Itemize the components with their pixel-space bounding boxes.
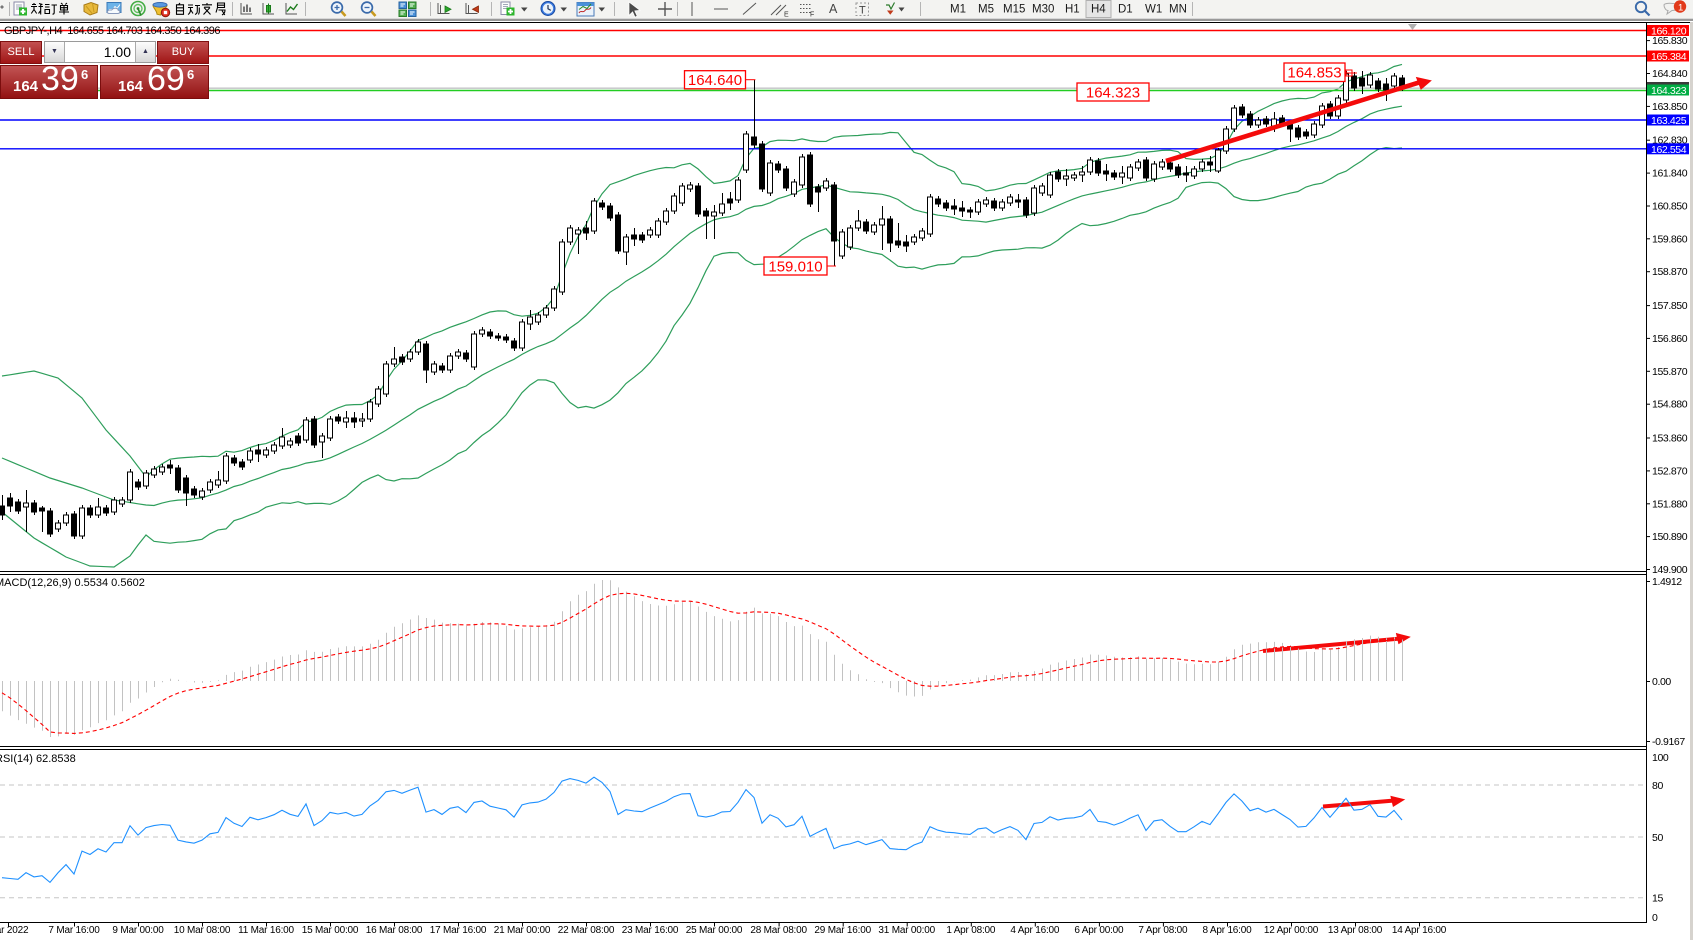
svg-text:15: 15 — [1652, 893, 1663, 905]
svg-text:H4: H4 — [1091, 4, 1106, 16]
svg-text:164.640: 164.640 — [688, 72, 742, 89]
svg-text:155.870: 155.870 — [1652, 366, 1688, 378]
svg-text:15 Mar 00:00: 15 Mar 00:00 — [302, 925, 359, 936]
svg-text:153.860: 153.860 — [1652, 433, 1688, 445]
svg-text:165.830: 165.830 — [1652, 35, 1688, 47]
svg-text:MN: MN — [1169, 4, 1187, 16]
svg-text:A: A — [829, 2, 838, 16]
svg-text:160.850: 160.850 — [1652, 201, 1688, 213]
svg-text:D1: D1 — [1118, 4, 1133, 16]
svg-text:50: 50 — [1652, 832, 1663, 844]
svg-text:22 Mar 08:00: 22 Mar 08:00 — [558, 925, 615, 936]
svg-text:0.00: 0.00 — [1652, 676, 1671, 688]
svg-text:80: 80 — [1652, 780, 1663, 792]
svg-text:163.425: 163.425 — [1651, 115, 1687, 127]
svg-text:E: E — [784, 12, 789, 19]
svg-text:29 Mar 16:00: 29 Mar 16:00 — [814, 925, 871, 936]
svg-text:0: 0 — [1652, 912, 1658, 924]
svg-text:RSI(14) 62.8538: RSI(14) 62.8538 — [0, 753, 76, 765]
svg-text:149.900: 149.900 — [1652, 564, 1688, 576]
svg-text:157.850: 157.850 — [1652, 300, 1688, 312]
svg-text:31 Mar 00:00: 31 Mar 00:00 — [878, 925, 935, 936]
svg-text:M1: M1 — [950, 4, 966, 16]
svg-text:158.870: 158.870 — [1652, 266, 1688, 278]
svg-text:12 Apr 00:00: 12 Apr 00:00 — [1264, 925, 1319, 936]
svg-text:152.870: 152.870 — [1652, 465, 1688, 477]
svg-text:MACD(12,26,9) 0.5534 0.5602: MACD(12,26,9) 0.5534 0.5602 — [0, 577, 145, 589]
svg-text:23 Mar 16:00: 23 Mar 16:00 — [622, 925, 679, 936]
svg-text:164.853: 164.853 — [1287, 65, 1341, 82]
svg-text:Mar 2022: Mar 2022 — [0, 925, 29, 936]
svg-text:14 Apr 16:00: 14 Apr 16:00 — [1392, 925, 1447, 936]
svg-text:165.384: 165.384 — [1651, 51, 1687, 63]
svg-text:166.120: 166.120 — [1651, 26, 1687, 38]
svg-text:163.850: 163.850 — [1652, 101, 1688, 113]
svg-text:1: 1 — [1678, 3, 1683, 14]
svg-text:16 Mar 08:00: 16 Mar 08:00 — [366, 925, 423, 936]
svg-text:154.880: 154.880 — [1652, 399, 1688, 411]
svg-text:10 Mar 08:00: 10 Mar 08:00 — [174, 925, 231, 936]
svg-text:13 Apr 08:00: 13 Apr 08:00 — [1328, 925, 1383, 936]
svg-text:164.323: 164.323 — [1651, 85, 1687, 97]
svg-text:21 Mar 00:00: 21 Mar 00:00 — [494, 925, 551, 936]
svg-text:8 Apr 16:00: 8 Apr 16:00 — [1203, 925, 1253, 936]
svg-text:164.323: 164.323 — [1086, 84, 1140, 101]
svg-text:9 Mar 00:00: 9 Mar 00:00 — [112, 925, 164, 936]
svg-text:M30: M30 — [1032, 4, 1054, 16]
svg-text:150.890: 150.890 — [1652, 531, 1688, 543]
svg-text:159.860: 159.860 — [1652, 233, 1688, 245]
svg-text:159.010: 159.010 — [768, 258, 822, 275]
svg-text:F: F — [810, 12, 814, 19]
svg-text:28 Mar 08:00: 28 Mar 08:00 — [750, 925, 807, 936]
svg-text:164.840: 164.840 — [1652, 68, 1688, 80]
svg-text:H1: H1 — [1065, 4, 1080, 16]
svg-text:161.840: 161.840 — [1652, 168, 1688, 180]
svg-text:7 Mar 16:00: 7 Mar 16:00 — [48, 925, 100, 936]
svg-text:4 Apr 16:00: 4 Apr 16:00 — [1010, 925, 1060, 936]
svg-text:17 Mar 16:00: 17 Mar 16:00 — [430, 925, 487, 936]
svg-text:25 Mar 00:00: 25 Mar 00:00 — [686, 925, 743, 936]
svg-text:T: T — [859, 5, 866, 17]
svg-text:1.4912: 1.4912 — [1652, 576, 1682, 588]
svg-text:GBPJPY-,H4 164.655 164.703 16: GBPJPY-,H4 164.655 164.703 164.350 164.3… — [4, 25, 220, 37]
svg-text:11 Mar 16:00: 11 Mar 16:00 — [238, 925, 294, 936]
svg-text:M5: M5 — [978, 4, 994, 16]
svg-text:1 Apr 08:00: 1 Apr 08:00 — [946, 925, 996, 936]
svg-text:W1: W1 — [1145, 4, 1162, 16]
svg-text:162.554: 162.554 — [1651, 144, 1687, 156]
svg-text:-0.9167: -0.9167 — [1652, 736, 1685, 748]
svg-text:6 Apr 00:00: 6 Apr 00:00 — [1074, 925, 1124, 936]
svg-text:M15: M15 — [1003, 4, 1025, 16]
svg-text:151.880: 151.880 — [1652, 498, 1688, 510]
svg-text:100: 100 — [1652, 752, 1669, 764]
svg-text:156.860: 156.860 — [1652, 333, 1688, 345]
svg-text:7 Apr 08:00: 7 Apr 08:00 — [1138, 925, 1188, 936]
